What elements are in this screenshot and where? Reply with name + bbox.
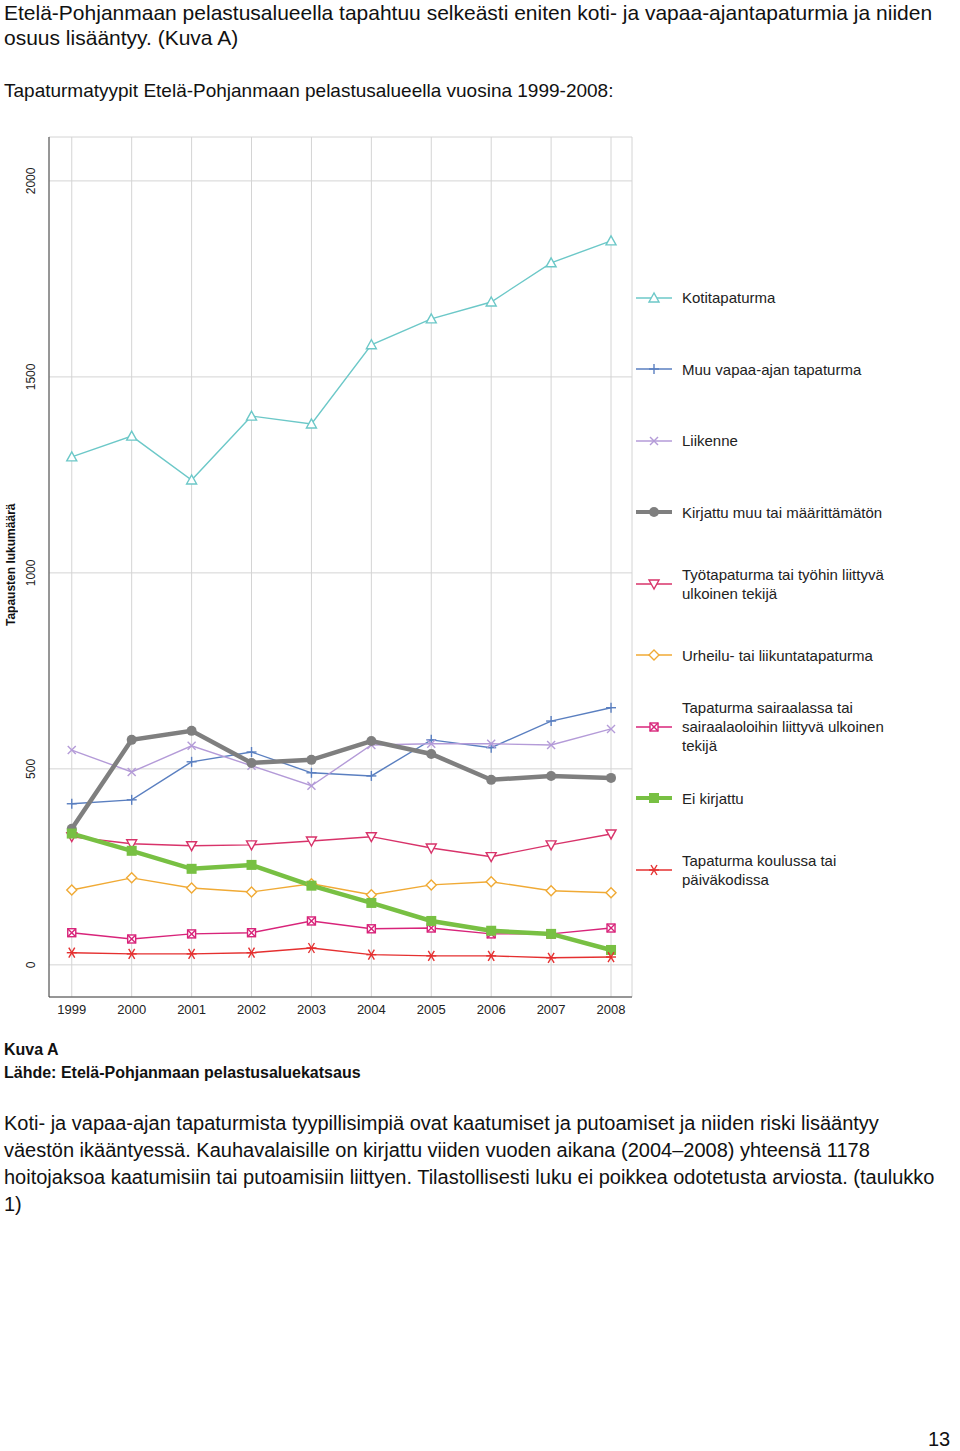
svg-text:2006: 2006 xyxy=(477,1002,506,1017)
html-text:Tapaturmatyypit Etelä-Pohjanma: Tapaturmatyypit Etelä-Pohjanmaan pelastu… xyxy=(4,80,614,101)
html-text:Työtapaturma tai työhin liitty: Työtapaturma tai työhin liittyvä ulkoine… xyxy=(682,565,884,602)
svg-text:2001: 2001 xyxy=(177,1002,206,1017)
html-text:Liikenne: Liikenne xyxy=(682,432,738,450)
html-text:Urheilu- tai liikuntatapaturma: Urheilu- tai liikuntatapaturma xyxy=(682,646,873,664)
html-text:Kotitapaturma: Kotitapaturma xyxy=(682,289,776,307)
svg-text:1999: 1999 xyxy=(57,1002,86,1017)
html-text:Tapaturma koulussa tai päiväko: Tapaturma koulussa tai päiväkodissa xyxy=(682,851,837,888)
html-text:Ei kirjattu: Ei kirjattu xyxy=(682,789,744,807)
svg-text:2000: 2000 xyxy=(117,1002,146,1017)
svg-text:2003: 2003 xyxy=(297,1002,326,1017)
svg-text:2007: 2007 xyxy=(537,1002,566,1017)
html-text:Etelä-Pohjanmaan pelastusaluee: Etelä-Pohjanmaan pelastusalueella tapaht… xyxy=(4,1,933,49)
svg-text:2002: 2002 xyxy=(237,1002,266,1017)
html-text:Lähde: Etelä-Pohjanmaan pelast: Lähde: Etelä-Pohjanmaan pelastusaluekats… xyxy=(4,1064,361,1081)
html-text:Tapausten lukumäärä: Tapausten lukumäärä xyxy=(4,503,18,627)
svg-text:2000: 2000 xyxy=(24,167,38,194)
svg-text:2008: 2008 xyxy=(597,1002,626,1017)
svg-text:0: 0 xyxy=(24,961,38,968)
svg-text:2004: 2004 xyxy=(357,1002,386,1017)
html-text:Tapaturma sairaalassa tai sair: Tapaturma sairaalassa tai sairaalaoloihi… xyxy=(682,699,884,755)
html-text:Kuva A: Kuva A xyxy=(4,1041,59,1058)
svg-text:1000: 1000 xyxy=(24,559,38,586)
html-text:Muu vapaa-ajan tapaturma: Muu vapaa-ajan tapaturma xyxy=(682,360,862,378)
html-text:Kirjattu muu tai määrittämätön: Kirjattu muu tai määrittämätön xyxy=(682,503,883,521)
svg-text:2005: 2005 xyxy=(417,1002,446,1017)
html-text:Koti- ja vapaa-ajan tapaturmis: Koti- ja vapaa-ajan tapaturmista tyypill… xyxy=(4,1112,935,1215)
svg-text:1500: 1500 xyxy=(24,363,38,390)
svg-text:500: 500 xyxy=(24,759,38,779)
html-text:13: 13 xyxy=(928,1428,951,1450)
